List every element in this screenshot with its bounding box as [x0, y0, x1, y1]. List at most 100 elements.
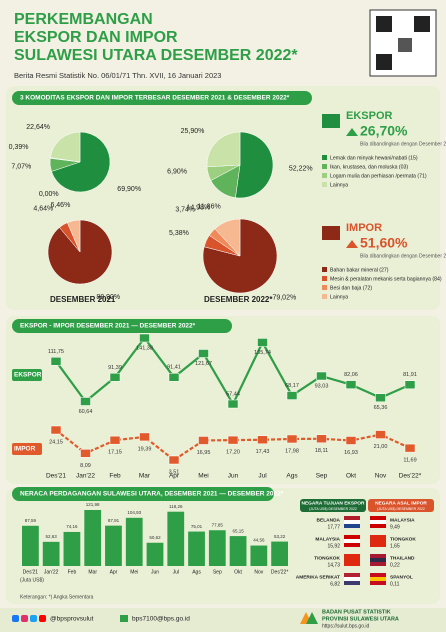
flag [370, 554, 386, 558]
country-value: 0,11 [390, 581, 400, 587]
x-tick-label: Apr [169, 473, 180, 480]
title: EKSPOR DAN IMPOR [14, 29, 178, 46]
flag [344, 516, 360, 520]
pie-slice [206, 131, 241, 168]
trend-value: 68,17 [285, 383, 299, 389]
country-name: THAILAND [390, 555, 415, 561]
flag [344, 539, 360, 543]
trend-value: 21,00 [374, 444, 388, 450]
country-value: 1,65 [390, 543, 400, 549]
flag [370, 524, 386, 528]
legend-label: Lainnya [330, 294, 348, 300]
series-name: EKSPOR [14, 372, 42, 379]
bar [22, 525, 39, 566]
table-title: NEGARA ASAL IMPOR [375, 500, 427, 506]
legend-label: Besi dan baja (72) [330, 285, 372, 291]
trend-marker [286, 391, 298, 400]
footer-url: https://sulut.bps.go.id [322, 623, 369, 629]
series-badge [12, 443, 42, 455]
footer-bar [0, 608, 446, 632]
trend-value: 81,91 [403, 372, 417, 378]
flag [344, 562, 360, 566]
flow-note: Bila dibandingkan dengan Desember 2021 [360, 141, 446, 147]
x-tick-label: Jan'22 [76, 473, 95, 480]
trend-marker [109, 373, 121, 382]
trend-value: 17,98 [285, 448, 299, 454]
pie-label: 25,90% [181, 128, 205, 135]
crate-icon [322, 114, 340, 128]
qr-code [376, 16, 392, 32]
legend-swatch [322, 294, 327, 299]
x-tick-label: Okt [234, 569, 242, 575]
pie-slice [50, 131, 81, 163]
bar-value: 44,56 [253, 538, 265, 543]
x-tick-label: Sep [213, 569, 222, 575]
trend-marker [316, 371, 327, 381]
x-tick-label: Feb [68, 569, 77, 575]
pie-label: 52,22% [289, 165, 313, 172]
x-tick-label: Mei [198, 473, 208, 480]
section-banner [12, 319, 232, 333]
bar-value: 75,01 [191, 524, 203, 529]
bar-value: 87,91 [108, 518, 120, 523]
trend-marker [257, 338, 268, 347]
table-header [368, 499, 434, 512]
x-tick-label: Des'21 [23, 569, 39, 575]
flag [370, 573, 386, 577]
country-name: AMERIKA SERIKAT [296, 574, 340, 580]
section-panel [6, 86, 440, 310]
legend-label: Bahan bakar mineral (27) [330, 267, 389, 273]
bar [105, 525, 122, 566]
bar-value: 74,16 [66, 524, 78, 529]
social-icon [21, 615, 28, 622]
country-name: TIONGKOK [314, 555, 340, 561]
trend-value: 135,74 [254, 350, 271, 356]
flow-change: 26,70% [360, 123, 408, 139]
bar-value: 52,63 [46, 534, 58, 539]
legend-label: Mesin & peralatan mekanis serta bagianny… [330, 276, 442, 282]
country-name: MALAYSIA [390, 517, 415, 523]
country-value: 17,77 [327, 524, 340, 530]
flag [370, 577, 386, 581]
bar [125, 517, 143, 566]
trend-value: 141,38 [136, 345, 153, 351]
trend-marker [50, 425, 62, 435]
legend-swatch [322, 164, 327, 169]
trend-marker [345, 380, 357, 389]
trend-value: 17,15 [108, 450, 122, 456]
legend-swatch [322, 155, 327, 160]
table-subtitle: (JUTA US$) DESEMBER 2022 [377, 507, 425, 511]
pie-label: 3,74% [175, 206, 195, 213]
flag [344, 520, 360, 524]
x-tick-label: Mar [88, 569, 97, 575]
trend-marker [109, 435, 121, 445]
flag [370, 558, 386, 562]
trend-marker [316, 434, 327, 444]
bar [167, 511, 185, 566]
qr-code [414, 16, 430, 32]
trend-marker [198, 436, 209, 445]
trend-value: 111,75 [48, 349, 64, 355]
trend-marker [286, 434, 298, 444]
bar [63, 531, 81, 566]
trend-value: 121,67 [195, 361, 212, 367]
flag [370, 581, 386, 585]
pie-label: 6,90% [167, 169, 187, 176]
x-tick-label: Mar [139, 473, 151, 480]
trend-value: 57,44 [226, 391, 240, 397]
flag [344, 524, 360, 528]
flag [370, 520, 386, 524]
flag [370, 535, 386, 539]
trend-marker [345, 436, 357, 445]
pie-label: 79,02% [272, 295, 296, 302]
social-icon [12, 615, 19, 622]
footer-org: BADAN PUSAT STATISTIK [322, 609, 391, 615]
section-banner [12, 91, 312, 105]
legend-swatch [322, 173, 327, 178]
bar [84, 510, 102, 566]
pie-label: 69,90% [117, 186, 141, 193]
x-tick-label: Jun [151, 569, 159, 575]
x-tick-label: Jul [173, 569, 179, 575]
trend-value: 18,11 [315, 448, 328, 454]
country-value: 6,82 [330, 581, 340, 587]
